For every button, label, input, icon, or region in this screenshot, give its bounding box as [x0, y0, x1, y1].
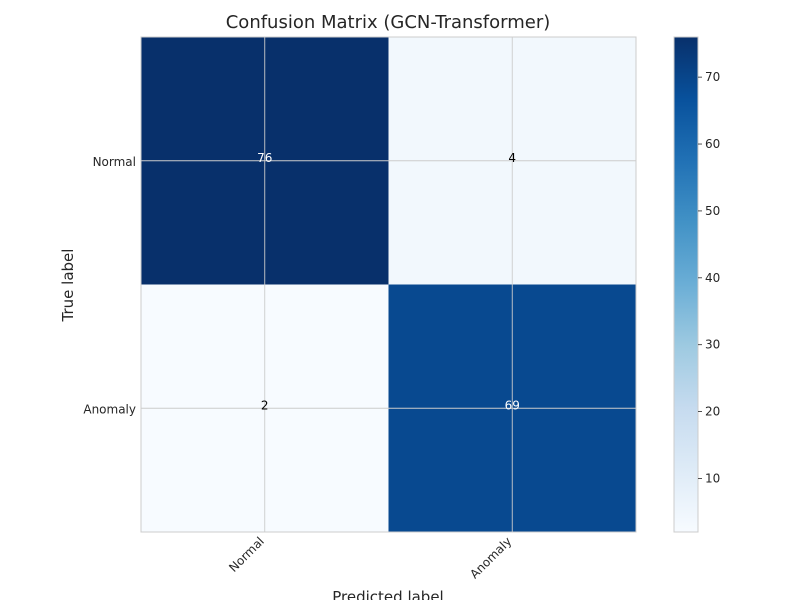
cell-value-labels: 76 4 2 69: [257, 151, 520, 413]
colorbar-ticks: 10 20 30 40 50 60 70: [698, 70, 720, 485]
x-tick-label: Normal: [226, 534, 267, 575]
colorbar-tick-label: 30: [705, 338, 720, 352]
y-tick-labels: Normal Anomaly: [83, 155, 136, 417]
x-tick-labels: Normal Anomaly: [226, 534, 514, 581]
cell-value-label: 2: [261, 398, 269, 412]
x-axis-label: Predicted label: [332, 588, 443, 600]
colorbar-tick-label: 10: [705, 471, 720, 485]
colorbar-tick-label: 60: [705, 137, 720, 151]
colorbar-tick-label: 20: [705, 405, 720, 419]
chart-title: Confusion Matrix (GCN-Transformer): [226, 12, 551, 33]
heatmap-cells: [141, 37, 636, 532]
colorbar-tick-label: 40: [705, 271, 720, 285]
grid-lines: [141, 37, 636, 532]
colorbar-tick-label: 70: [705, 70, 720, 84]
colorbar: [673, 36, 699, 533]
cell-value-label: 4: [508, 151, 516, 165]
y-axis-label: True label: [59, 249, 77, 323]
y-tick-label: Normal: [93, 155, 136, 169]
y-tick-label: Anomaly: [83, 402, 136, 416]
cell-value-label: 69: [505, 398, 520, 412]
plot-frame: [140, 36, 637, 533]
x-tick-label: Anomaly: [467, 534, 514, 581]
cell-value-label: 76: [257, 151, 272, 165]
colorbar-tick-label: 50: [705, 204, 720, 218]
